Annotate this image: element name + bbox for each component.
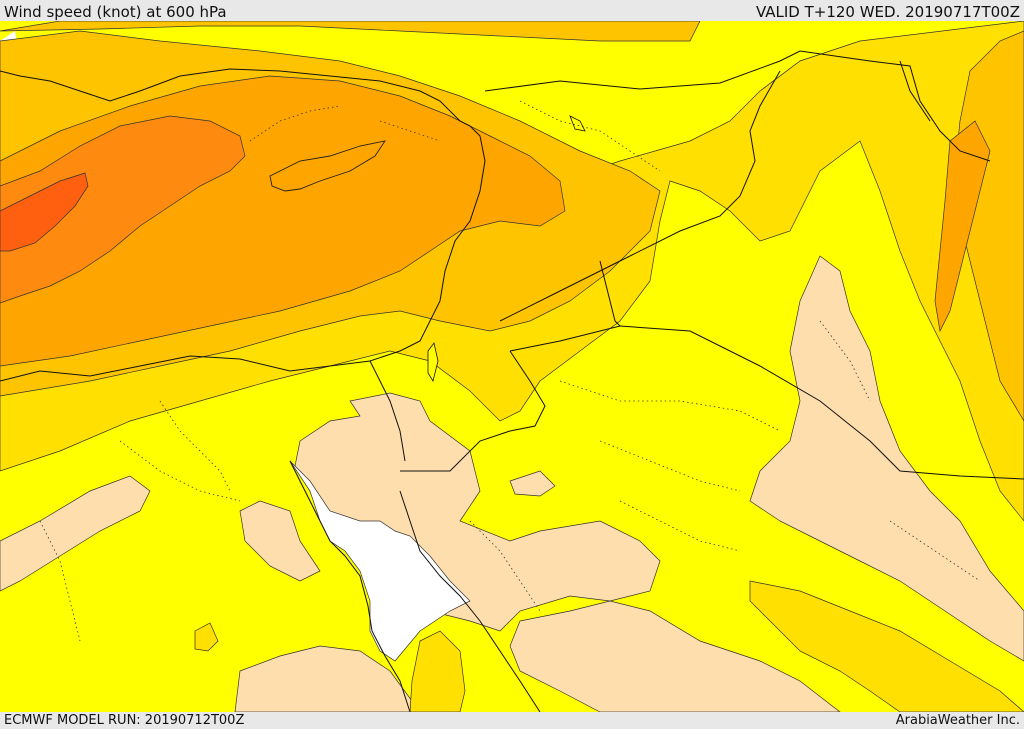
borders bbox=[369, 50, 1024, 480]
band-max-region bbox=[0, 172, 89, 252]
coastline bbox=[0, 68, 486, 382]
weather-map[interactable] bbox=[0, 21, 1024, 712]
wind-speed-field bbox=[0, 21, 1024, 712]
coastline-red-sea-west bbox=[289, 460, 411, 712]
map-header: Wind speed (knot) at 600 hPa VALID T+120… bbox=[0, 0, 1024, 21]
map-footer: ECMWF MODEL RUN: 20190712T00Z ArabiaWeat… bbox=[0, 712, 1024, 729]
cyprus-outline bbox=[269, 140, 386, 192]
dead-sea bbox=[427, 342, 439, 383]
credit: ArabiaWeather Inc. bbox=[895, 713, 1020, 728]
model-run: ECMWF MODEL RUN: 20190712T00Z bbox=[4, 713, 245, 728]
valid-time: VALID T+120 WED. 20190717T00Z bbox=[755, 3, 1020, 21]
map-title: Wind speed (knot) at 600 hPa bbox=[4, 3, 227, 21]
lake bbox=[569, 115, 586, 132]
band-high-region bbox=[0, 115, 246, 304]
sea-region bbox=[289, 460, 471, 662]
internal-borders bbox=[39, 100, 981, 642]
coastline-red-sea-east bbox=[399, 490, 541, 712]
